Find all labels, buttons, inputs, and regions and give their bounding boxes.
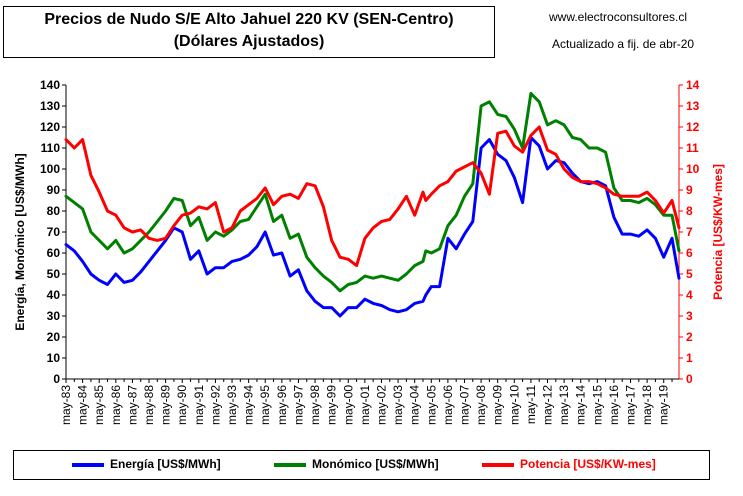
x-tick-label: may-12 — [541, 385, 555, 425]
x-tick-label: may-85 — [92, 385, 106, 425]
y-tick-label-right: 0 — [686, 372, 693, 386]
y-tick-label-left: 90 — [47, 183, 61, 197]
y-tick-label-right: 9 — [686, 183, 693, 197]
x-tick-label: may-92 — [208, 385, 222, 425]
y-tick-label-left: 60 — [47, 246, 61, 260]
x-tick-label: may-03 — [391, 385, 405, 425]
legend-label-energia: Energía [US$/MWh] — [110, 457, 221, 471]
x-tick-label: may-08 — [474, 385, 488, 425]
y-tick-label-right: 8 — [686, 204, 693, 218]
y-tick-label-left: 130 — [40, 99, 60, 113]
x-tick-label: may-14 — [574, 385, 588, 425]
x-tick-label: may-83 — [59, 385, 73, 425]
y-tick-label-left: 10 — [47, 351, 61, 365]
x-tick-label: may-05 — [424, 385, 438, 425]
legend-swatch-potencia — [482, 463, 514, 467]
x-tick-label: may-90 — [175, 385, 189, 425]
y-tick-label-right: 4 — [686, 288, 693, 302]
y-tick-label-right: 3 — [686, 309, 693, 323]
x-tick-label: may-01 — [358, 385, 372, 425]
y-tick-label-left: 120 — [40, 120, 60, 134]
x-tick-label: may-17 — [624, 385, 638, 425]
y-tick-label-right: 7 — [686, 225, 693, 239]
y-tick-label-left: 110 — [41, 141, 61, 155]
y-tick-label-right: 11 — [686, 141, 699, 155]
update-label: Actualizado a fij. de abr-20 — [552, 37, 695, 51]
y-tick-label-right: 2 — [686, 330, 693, 344]
y-tick-label-right: 6 — [686, 246, 693, 260]
y-tick-label-right: 13 — [686, 99, 700, 113]
y-tick-label-left: 50 — [47, 267, 61, 281]
x-tick-label: may-89 — [159, 385, 173, 425]
chart-legend: Energía [US$/MWh] Monómico [US$/MWh] Pot… — [13, 450, 710, 480]
y-tick-label-left: 40 — [47, 288, 61, 302]
y-tick-label-right: 1 — [686, 351, 693, 365]
chart-title-box: Precios de Nudo S/E Alto Jahuel 220 KV (… — [3, 6, 495, 58]
x-tick-label: may-96 — [275, 385, 289, 425]
legend-swatch-monomico — [274, 463, 306, 467]
x-tick-label: may-94 — [242, 385, 256, 425]
x-tick-label: may-88 — [142, 385, 156, 425]
y-tick-label-left: 0 — [53, 372, 60, 386]
chart-subtitle: (Dólares Ajustados) — [173, 33, 325, 50]
x-tick-label: may-86 — [109, 385, 123, 425]
y-tick-label-left: 30 — [47, 309, 61, 323]
legend-swatch-energia — [72, 463, 104, 467]
x-tick-label: may-87 — [125, 385, 139, 425]
x-tick-label: may-00 — [341, 385, 355, 425]
legend-label-monomico: Monómico [US$/MWh] — [312, 457, 439, 471]
y-tick-label-right: 5 — [686, 267, 693, 281]
x-tick-label: may-11 — [524, 385, 538, 424]
y-tick-label-left: 80 — [47, 204, 61, 218]
x-tick-label: may-15 — [590, 385, 604, 425]
x-tick-label: may-18 — [640, 385, 654, 425]
x-tick-label: may-93 — [225, 385, 239, 425]
x-tick-label: may-91 — [192, 385, 206, 425]
chart-plot: 0102030405060708090100110120130140012345… — [13, 78, 725, 425]
y-tick-label-left: 70 — [47, 225, 61, 239]
y-tick-label-right: 14 — [686, 78, 700, 92]
y-tick-label-right: 12 — [686, 120, 700, 134]
chart-title: Precios de Nudo S/E Alto Jahuel 220 KV (… — [44, 11, 454, 28]
y-tick-label-left: 20 — [47, 330, 61, 344]
x-tick-label: may-98 — [308, 385, 322, 425]
series-line-potencia — [64, 125, 681, 268]
website-label: www.electroconsultores.cl — [549, 10, 688, 24]
x-tick-label: may-16 — [607, 385, 621, 425]
x-tick-label: may-97 — [291, 385, 305, 425]
x-tick-label: may-13 — [557, 385, 571, 425]
y-axis-title-left: Energía, Monómico [US$/MWh] — [13, 153, 27, 330]
y-tick-label-left: 100 — [40, 162, 60, 176]
x-tick-label: may-07 — [457, 385, 471, 425]
x-tick-label: may-06 — [441, 385, 455, 425]
y-axis-title-right: Potencia [US$/KW-mes] — [711, 164, 725, 300]
legend-label-potencia: Potencia [US$/KW-mes] — [520, 457, 656, 471]
series-line-monomico — [64, 91, 681, 293]
x-tick-label: may-02 — [374, 385, 388, 425]
x-tick-label: may-10 — [507, 385, 521, 425]
y-tick-label-right: 10 — [686, 162, 700, 176]
x-tick-label: may-95 — [258, 385, 272, 425]
x-tick-label: may-84 — [76, 385, 90, 425]
x-tick-label: may-99 — [325, 385, 339, 425]
x-tick-label: may-04 — [408, 385, 422, 425]
x-tick-label: may-09 — [491, 385, 505, 425]
y-tick-label-left: 140 — [40, 78, 60, 92]
x-tick-label: may-19 — [657, 385, 671, 425]
